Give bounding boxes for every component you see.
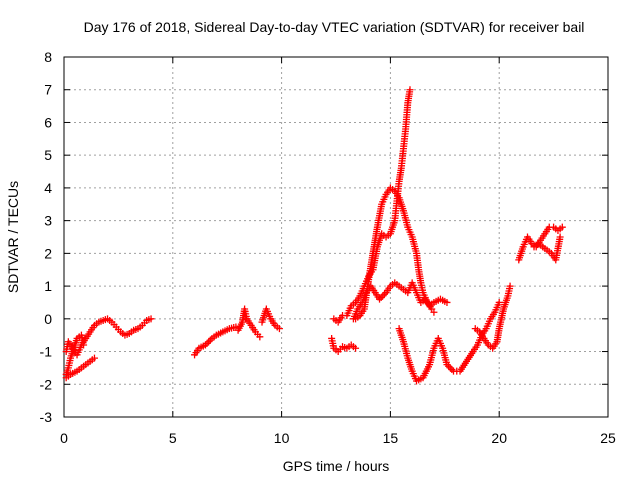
x-tick-label: 0: [60, 430, 68, 446]
data-point: [443, 298, 451, 306]
y-tick-label: 6: [44, 114, 52, 130]
y-tick-label: 4: [44, 180, 52, 196]
x-tick-label: 10: [274, 430, 290, 446]
y-tick-label: 5: [44, 147, 52, 163]
data-point: [443, 361, 451, 369]
x-tick-label: 25: [600, 430, 616, 446]
data-point: [430, 308, 438, 316]
data-point: [506, 282, 514, 290]
data-point: [556, 233, 564, 241]
data-point-fill: [446, 364, 454, 372]
data-point: [147, 315, 155, 323]
chart-title: Day 176 of 2018, Sidereal Day-to-day VTE…: [84, 19, 585, 35]
y-tick-label: -2: [40, 376, 53, 392]
y-tick-label: 3: [44, 213, 52, 229]
data-point: [406, 86, 414, 94]
y-tick-label: -3: [40, 409, 53, 425]
y-tick-label: 8: [44, 49, 52, 65]
x-axis-label: GPS time / hours: [283, 458, 390, 474]
data-point-fill: [206, 336, 214, 344]
x-tick-label: 20: [491, 430, 507, 446]
y-tick-label: 7: [44, 82, 52, 98]
y-axis-label: SDTVAR / TECUs: [5, 181, 21, 293]
x-tick-label: 15: [383, 430, 399, 446]
data-point-fill: [205, 338, 213, 346]
data-point: [201, 341, 209, 349]
y-tick-label: 1: [44, 278, 52, 294]
y-tick-label: -1: [40, 344, 53, 360]
data-point-fill: [377, 294, 385, 302]
y-tick-label: 0: [44, 311, 52, 327]
data-point: [275, 325, 283, 333]
y-tick-labels: -3 -2 -1 0 1 2 3 4 5 6 7 8: [40, 49, 53, 425]
x-tick-label: 5: [169, 430, 177, 446]
data-point: [80, 341, 88, 349]
data-point: [495, 298, 503, 306]
data-point: [558, 223, 566, 231]
data-point-fill: [448, 366, 456, 374]
data-point: [256, 333, 264, 341]
data-points: [62, 86, 566, 385]
data-point: [352, 344, 360, 352]
data-point-fill: [445, 362, 453, 370]
data-point: [376, 295, 384, 303]
plot-frame: [63, 56, 609, 418]
axis-ticks: [63, 56, 609, 418]
data-point-fill: [379, 292, 387, 300]
data-point-fill: [380, 290, 388, 298]
data-point-fill: [203, 339, 211, 347]
y-tick-label: 2: [44, 245, 52, 261]
data-point: [90, 354, 98, 362]
x-tick-labels: 0 5 10 15 20 25: [60, 430, 616, 446]
